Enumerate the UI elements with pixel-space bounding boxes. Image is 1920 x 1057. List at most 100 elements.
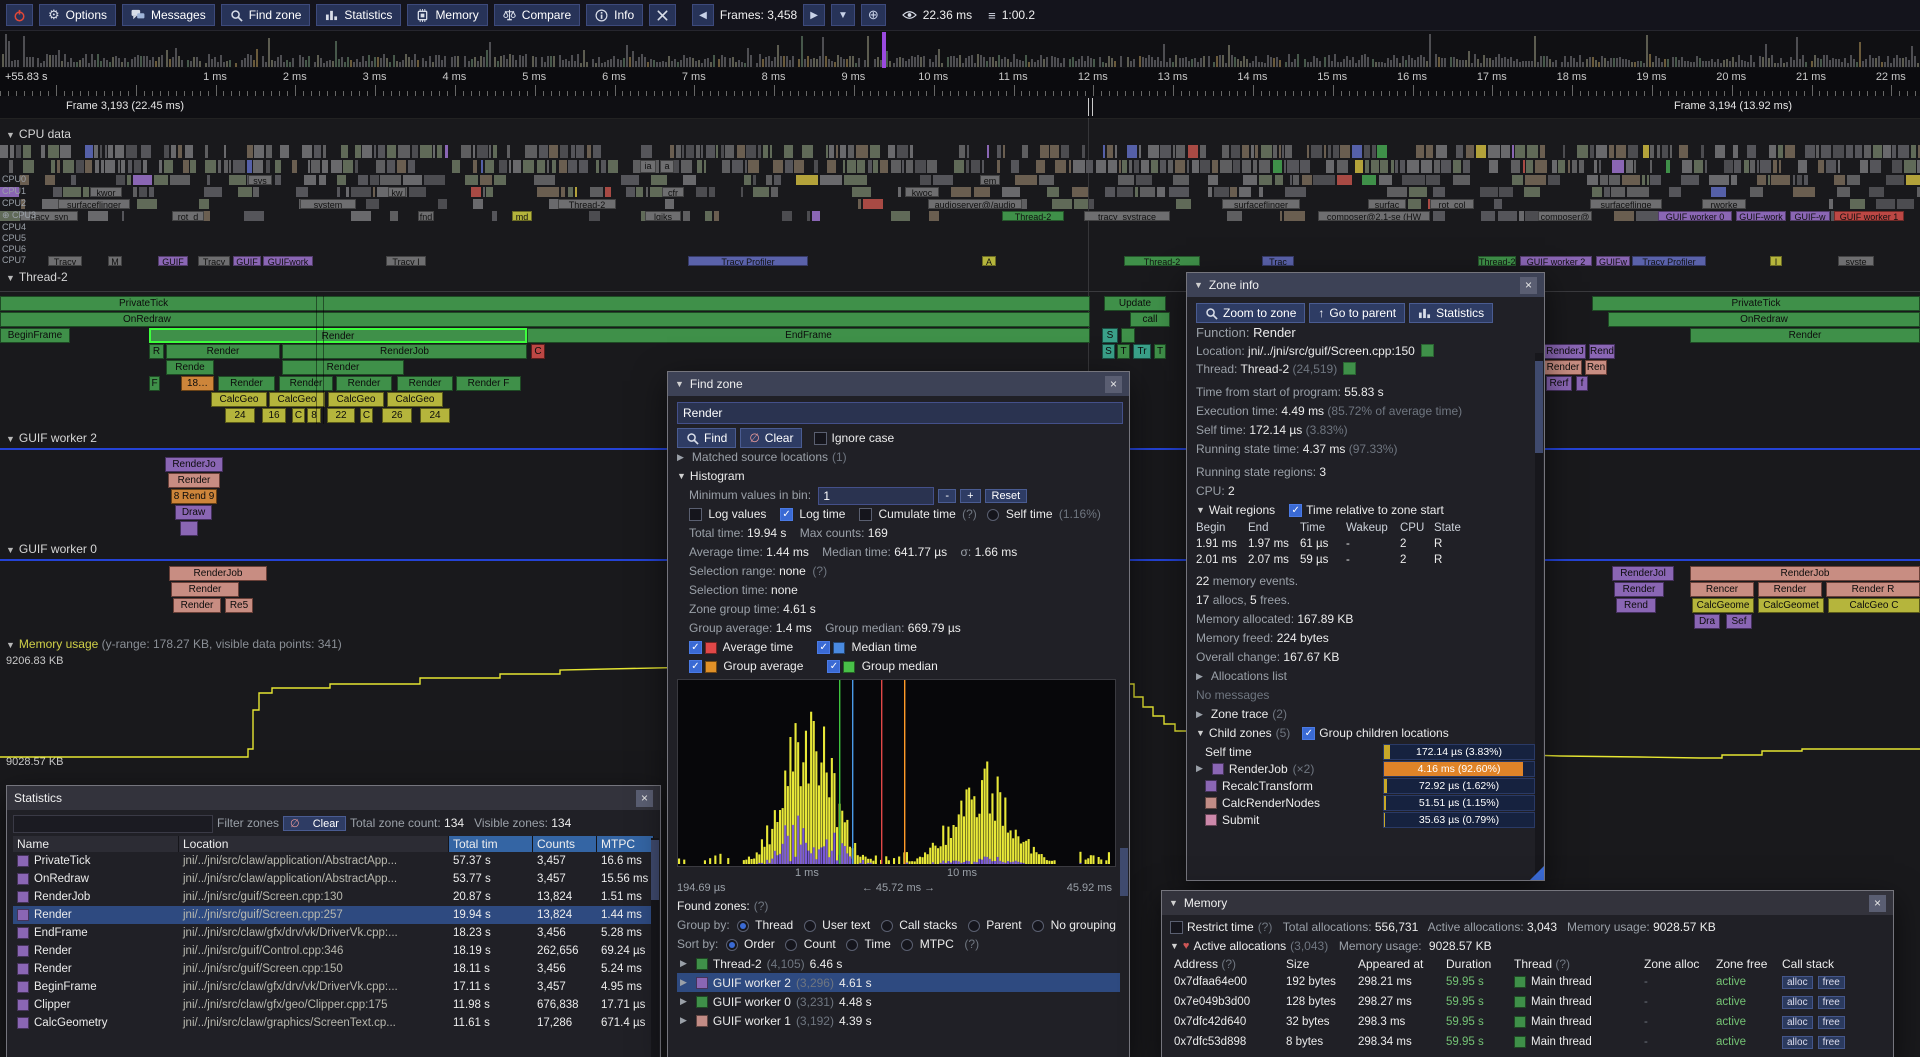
frame-bar[interactable] [1887,56,1890,67]
cpu-activity-segment[interactable] [1002,187,1020,197]
frame-bar[interactable] [998,55,1001,67]
cpu-activity-segment[interactable] [378,145,385,158]
frame-bar[interactable] [1383,63,1386,67]
table-row[interactable]: 0x7dfc42d640 32 bytes 298.3 ms 59.95 s Main … [1170,1012,1885,1032]
cpu-activity-segment[interactable] [1108,160,1117,173]
frame-bar[interactable] [108,62,111,67]
free-callstack-button[interactable]: free [1817,1015,1845,1029]
cpu-activity-segment[interactable] [1282,145,1284,158]
cpu-activity-segment[interactable] [149,187,154,197]
cpu-activity-segment[interactable] [229,175,246,185]
frame-bar[interactable] [785,56,788,67]
frame-bar[interactable] [1060,63,1063,67]
guif2-zone-renderjo[interactable]: RenderJo [165,457,223,472]
frame-bar[interactable] [1792,60,1795,67]
cpu-activity-segment[interactable] [51,160,55,173]
frame-bar[interactable] [1083,61,1086,67]
cpu-activity-segment[interactable] [716,145,719,158]
cpu-activity-segment[interactable] [1590,145,1594,158]
cpu-activity-segment[interactable] [888,145,895,158]
frame-bar[interactable] [1089,58,1092,67]
frame-bar[interactable] [1572,58,1575,67]
frame-bar[interactable] [761,59,764,67]
cpu-activity-segment[interactable] [1259,187,1263,197]
cpu-activity-segment[interactable] [465,175,478,185]
frame-bar[interactable] [631,51,634,67]
cpu-activity-segment[interactable] [346,187,350,197]
frame-bar[interactable] [815,59,818,67]
thread2-zone-onredraw[interactable]: OnRedraw [1608,312,1920,327]
frame-bar[interactable] [276,57,279,67]
power-button[interactable] [6,4,33,26]
cpu-activity-segment[interactable] [461,145,472,158]
cpu-activity-segment[interactable] [0,187,20,197]
frame-bar[interactable] [1783,63,1786,67]
frame-bar[interactable] [704,59,707,67]
frame-bar[interactable] [1696,56,1699,67]
sort-header-counts[interactable]: Counts [533,836,597,852]
cpu-activity-segment[interactable] [1616,145,1627,158]
cpu-segment[interactable]: Thread-2 [1002,211,1064,221]
frame-bar[interactable] [836,55,839,67]
frame-bar[interactable] [399,62,402,67]
cpu-activity-segment[interactable] [1416,145,1425,158]
cpu-activity-segment[interactable] [891,160,901,173]
frame-bar[interactable] [1171,62,1174,67]
frame-bar[interactable] [1585,59,1588,67]
frame-bar[interactable] [1239,61,1242,67]
frame-bar[interactable] [301,57,304,67]
frame-bar[interactable] [1539,56,1542,67]
frame-bar[interactable] [1333,54,1336,67]
alloc-callstack-button[interactable]: alloc [1782,1035,1813,1049]
cpu-activity-segment[interactable] [1628,145,1639,158]
frame-bar[interactable] [1729,61,1732,67]
frame-bar[interactable] [1127,57,1129,67]
cpu-activity-segment[interactable] [1176,199,1191,209]
frame-bar[interactable] [977,54,980,67]
zone-trace-header[interactable]: ▶ Zone trace (2) [1196,707,1287,721]
frame-bar[interactable] [1621,59,1624,67]
frame-bar[interactable] [1624,59,1627,67]
cpu-activity-segment[interactable] [1337,160,1348,173]
cpu-activity-segment[interactable] [590,187,603,197]
cpu-activity-segment[interactable] [319,175,327,185]
cpu-activity-segment[interactable] [1279,145,1281,158]
frame-bar[interactable] [102,58,105,67]
frame-bar[interactable] [540,57,543,67]
guif0-zone-sef[interactable]: Sef [1726,614,1752,629]
frame-bar[interactable] [204,63,207,67]
cpu-activity-segment[interactable] [1512,175,1524,185]
frame-bar[interactable] [1869,55,1872,67]
cpu-activity-segment[interactable] [1307,145,1309,158]
cpu-activity-segment[interactable] [561,187,566,197]
cpu-activity-segment[interactable] [1826,160,1837,173]
thread2-zone-calcgeo[interactable]: CalcGeo [328,392,384,407]
cpu-activity-segment[interactable] [1870,160,1881,173]
frame-bar[interactable] [1835,59,1837,67]
frame-bar[interactable] [514,60,517,67]
cpu-activity-segment[interactable] [1501,145,1510,158]
cpu-activity-segment[interactable] [1519,211,1524,221]
cpu-activity-segment[interactable] [753,187,769,197]
frame-bar[interactable] [1832,58,1834,67]
frame-bar[interactable] [1130,61,1132,67]
restrict-time-checkbox[interactable] [1170,921,1183,934]
frame-bar[interactable] [75,62,78,67]
frame-bar[interactable] [51,55,54,67]
frame-bar[interactable] [1016,59,1019,67]
cpu-activity-segment[interactable] [1127,145,1137,158]
allocations-list-header[interactable]: ▶ Allocations list [1196,669,1287,683]
frame-bar[interactable] [1153,60,1156,67]
frame-bar[interactable] [842,59,845,67]
frame-bar[interactable] [1336,62,1339,67]
thread2-zone-renderj[interactable]: RenderJ [1544,344,1586,359]
cpu-activity-segment[interactable] [1040,145,1049,158]
frame-bar[interactable] [443,56,446,67]
thread2-zone-onredraw[interactable]: OnRedraw [0,312,1090,327]
frame-bar[interactable] [316,55,319,67]
thread2-zone-rende[interactable]: Rende [166,360,214,375]
thread2-zone-24[interactable]: 24 [225,408,255,423]
frame-bar[interactable] [597,57,600,67]
frame-bar[interactable] [833,62,836,67]
frame-bar[interactable] [267,38,270,67]
